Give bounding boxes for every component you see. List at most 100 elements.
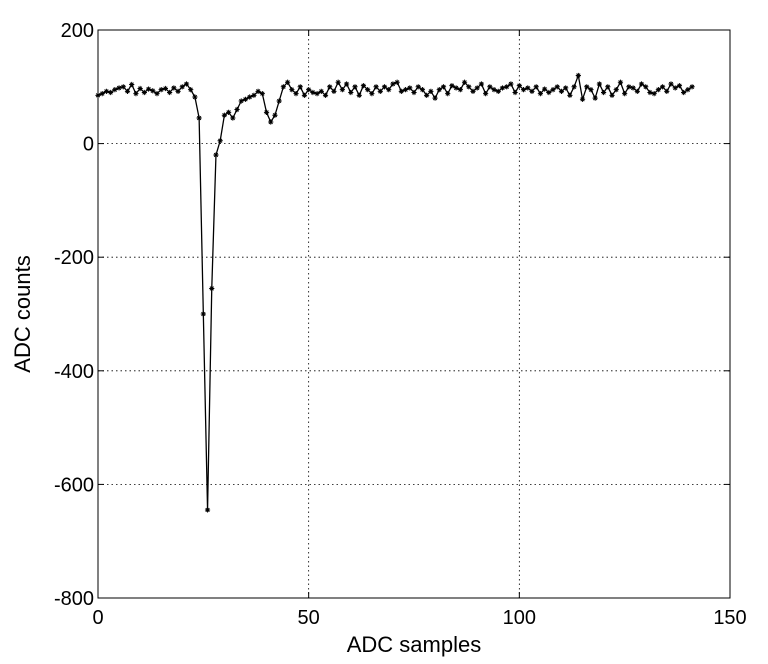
data-point	[432, 95, 438, 101]
data-point	[343, 81, 350, 87]
x-tick-label: 150	[713, 607, 746, 629]
data-point	[331, 88, 337, 94]
data-point	[112, 87, 118, 93]
data-point	[411, 89, 417, 96]
x-tick-label: 100	[503, 607, 536, 629]
data-point	[230, 115, 236, 121]
data-point	[651, 91, 657, 97]
data-point	[398, 88, 404, 94]
data-point	[204, 507, 211, 513]
data-point	[158, 87, 164, 93]
y-tick-label: -400	[54, 361, 94, 383]
data-point	[453, 85, 459, 91]
data-point	[634, 88, 640, 94]
data-point	[108, 89, 114, 96]
data-point	[285, 79, 291, 85]
data-point	[516, 83, 522, 89]
data-point	[525, 85, 531, 91]
data-point	[95, 92, 101, 98]
data-point	[558, 88, 565, 94]
data-point	[466, 84, 472, 90]
data-point	[327, 84, 333, 90]
data-point	[664, 88, 670, 94]
data-point	[183, 81, 190, 87]
data-point	[436, 87, 442, 93]
data-point	[137, 85, 143, 92]
data-point	[247, 94, 253, 100]
data-point	[579, 96, 586, 102]
data-point	[255, 88, 261, 94]
data-point	[470, 88, 476, 94]
data-point	[268, 119, 274, 125]
data-point	[167, 89, 173, 96]
data-point	[537, 91, 543, 97]
data-point	[171, 85, 177, 91]
data-point	[449, 83, 455, 89]
data-point	[643, 84, 649, 90]
data-point	[609, 92, 615, 98]
data-point	[483, 91, 489, 97]
data-point	[424, 92, 430, 98]
data-point	[630, 85, 636, 91]
y-tick-label: -800	[54, 588, 94, 610]
data-point	[689, 84, 695, 90]
data-point	[533, 84, 539, 90]
data-point	[546, 89, 552, 96]
data-point	[124, 88, 131, 94]
data-point	[512, 89, 518, 96]
data-point	[567, 92, 573, 98]
data-point	[365, 87, 371, 93]
data-point	[487, 84, 493, 90]
data-point	[200, 311, 206, 317]
data-point	[263, 109, 270, 115]
data-point	[213, 152, 219, 158]
data-point	[605, 84, 611, 90]
data-point	[162, 85, 169, 92]
data-point	[685, 87, 691, 93]
data-point	[242, 96, 249, 102]
data-point	[575, 72, 581, 79]
data-point	[402, 87, 409, 93]
data-point	[293, 91, 299, 97]
data-point	[259, 91, 265, 97]
y-axis-label: ADC counts	[10, 255, 35, 372]
data-point	[407, 85, 413, 91]
data-point	[99, 91, 105, 97]
data-point	[445, 91, 451, 97]
data-point	[339, 87, 345, 93]
data-point	[520, 87, 527, 93]
data-point	[318, 88, 324, 94]
data-point	[588, 87, 594, 93]
x-axis-label: ADC samples	[347, 632, 481, 657]
data-point	[280, 84, 286, 90]
data-point	[179, 84, 185, 90]
data-point	[550, 87, 556, 93]
data-point	[289, 87, 295, 93]
data-point	[592, 95, 598, 101]
data-point	[276, 98, 282, 104]
data-point	[394, 79, 400, 85]
data-point	[386, 87, 392, 93]
data-point	[314, 91, 320, 97]
data-point	[221, 112, 227, 118]
data-point	[461, 79, 468, 85]
data-point	[676, 83, 683, 89]
data-point	[529, 88, 535, 94]
x-tick-label: 0	[92, 607, 103, 629]
data-point	[348, 89, 354, 96]
data-point	[626, 84, 632, 90]
y-tick-label: 200	[61, 20, 94, 42]
data-point	[301, 92, 308, 98]
data-point	[601, 89, 607, 96]
data-point	[369, 91, 375, 97]
data-point	[478, 81, 485, 87]
data-point	[352, 84, 358, 90]
data-point	[217, 138, 223, 144]
data-point	[474, 85, 480, 91]
data-point	[419, 87, 426, 93]
data-point	[542, 86, 548, 92]
data-point	[457, 87, 463, 93]
data-point	[306, 87, 312, 93]
data-point	[499, 85, 506, 91]
